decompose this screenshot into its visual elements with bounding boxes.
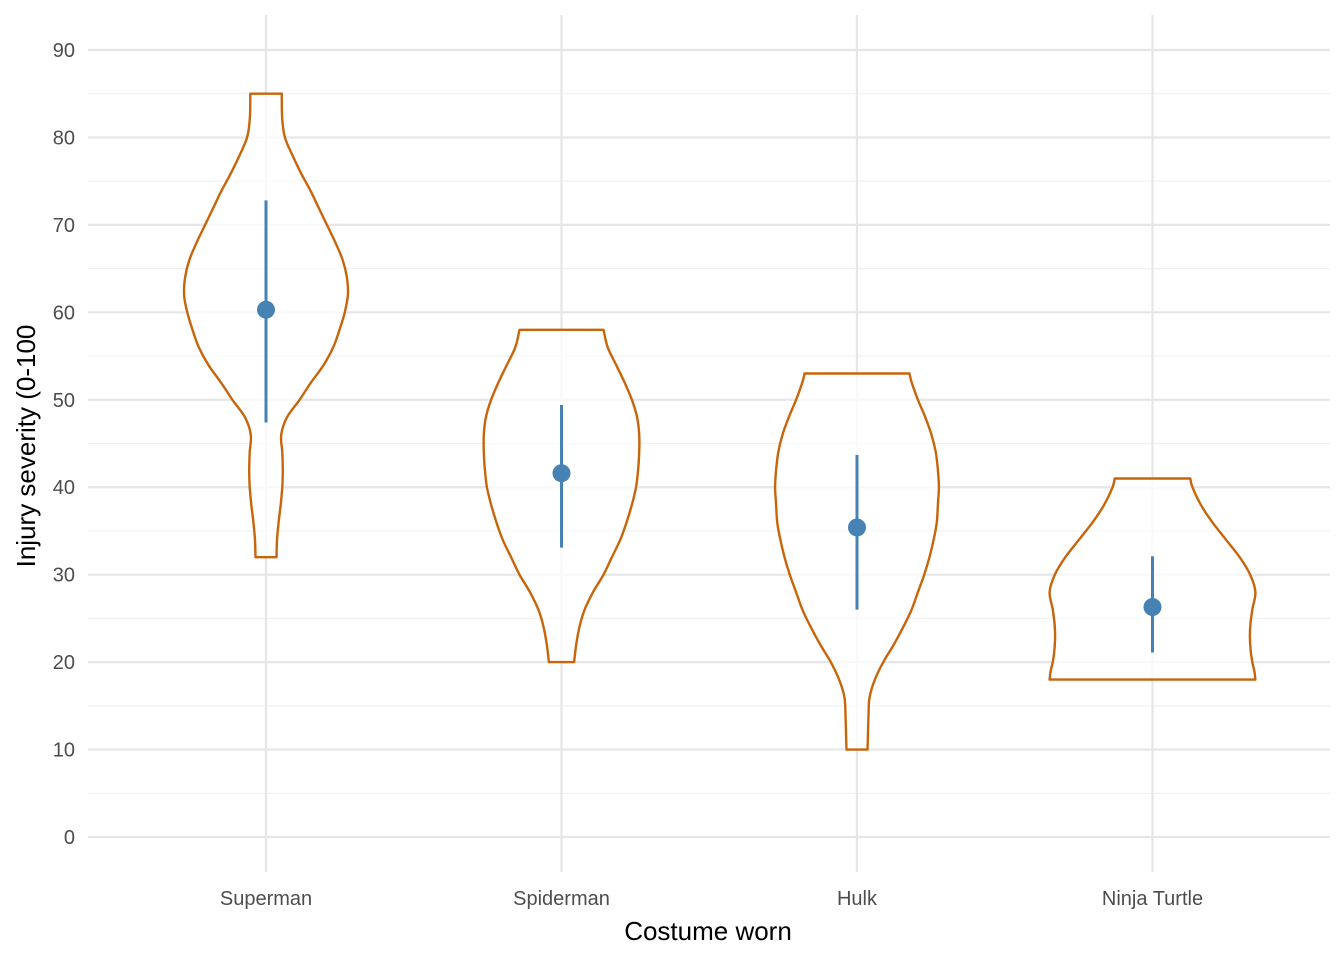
y-tick-label: 80 <box>53 127 75 149</box>
y-tick-label: 60 <box>53 302 75 324</box>
y-axis-title: Injury severity (0-100 <box>11 325 41 568</box>
mean-point <box>257 300 275 319</box>
y-tick-label: 40 <box>53 477 75 499</box>
mean-point <box>552 464 571 483</box>
x-tick-label: Hulk <box>837 888 878 910</box>
x-tick-label: Ninja Turtle <box>1102 888 1203 910</box>
x-axis-title: Costume worn <box>624 916 792 946</box>
mean-point <box>848 518 866 537</box>
mean-point <box>1143 598 1162 617</box>
y-tick-label: 70 <box>53 215 75 237</box>
y-tick-label: 20 <box>53 652 75 674</box>
tick-layer: 0 10 20 30 40 50 60 70 80 90 Superman Spiderman Hulk… <box>53 40 1203 910</box>
y-tick-label: 0 <box>64 827 75 849</box>
y-tick-label: 90 <box>53 40 75 62</box>
point-layer <box>257 200 1162 653</box>
x-tick-label: Superman <box>220 888 312 910</box>
y-tick-label: 50 <box>53 390 75 412</box>
violin-layer <box>182 92 1257 751</box>
x-tick-label: Spiderman <box>513 888 610 910</box>
y-tick-label: 10 <box>53 740 75 762</box>
y-tick-label: 30 <box>53 565 75 587</box>
